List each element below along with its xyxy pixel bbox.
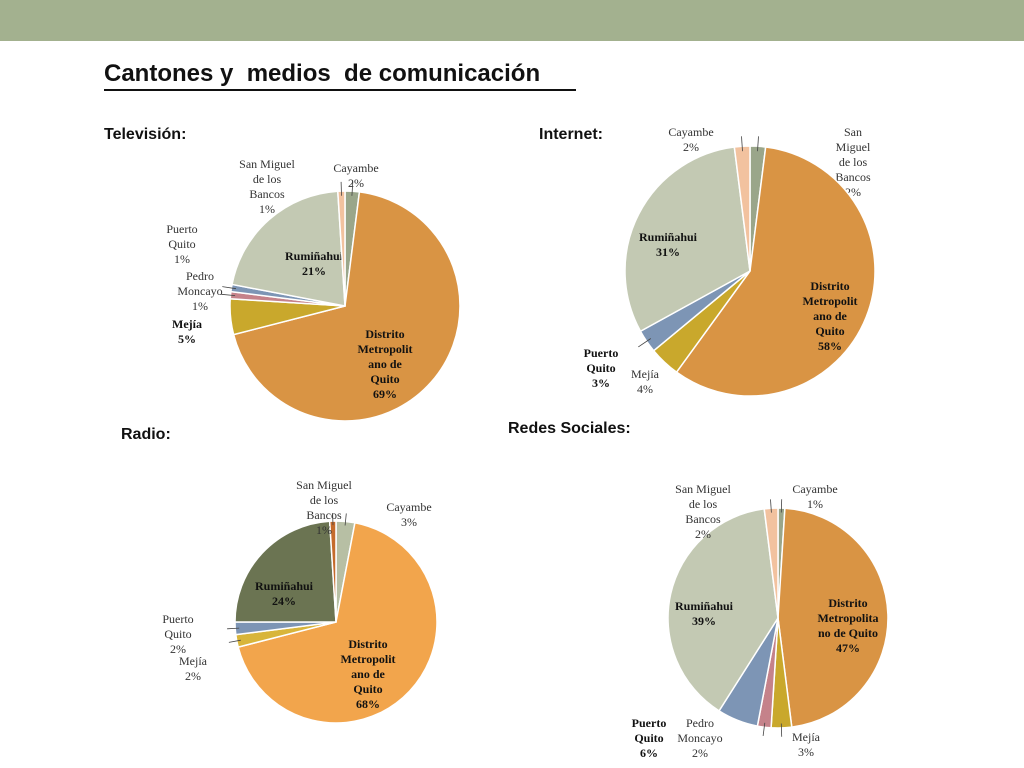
chart-title-redes-sociales: Redes Sociales:	[508, 420, 631, 437]
pie-chart-radio: Cayambe 3% Distrito Metropolit ano de Quito 68…	[162, 478, 438, 724]
slice-label-mejía: Mejía 4%	[631, 367, 660, 396]
pie-slice-distrito-metropolita-no-de-quito	[777, 507, 889, 728]
leader-line-puerto-quito	[638, 338, 652, 348]
slice-label-pedro-moncayo: Pedro Moncayo 2%	[677, 716, 722, 760]
slice-label-cayambe: Cayambe 3%	[386, 500, 431, 529]
leader-line-pedro-moncayo	[221, 293, 236, 296]
slice-label-distrito-metropolita-no-de-quito: Distrito Metropolita no de Quito 47%	[817, 596, 878, 655]
slice-label-pedro-moncayo: Pedro Moncayo 1%	[177, 269, 222, 313]
pie-slice-distrito-metropolit-ano-de-quito	[237, 521, 438, 724]
leader-line-puerto-quito	[227, 627, 240, 630]
pie-slice-rumiñahui	[667, 508, 779, 712]
pie-slice-rumiñahui	[234, 520, 337, 623]
slice-label-cayambe: Cayambe 1%	[792, 482, 837, 511]
pie-chart-redes-sociales: Cayambe 1% Distrito Metropolita no de Quito 4…	[632, 482, 889, 760]
slice-label-rumiñahui: Rumiñahui 21%	[285, 249, 344, 278]
slice-label-rumiñahui: Rumiñahui 31%	[639, 230, 698, 259]
leader-line-puerto-quito	[222, 286, 237, 290]
slice-label-puerto-quito: Puerto Quito 1%	[166, 222, 197, 266]
slice-label-rumiñahui: Rumiñahui 24%	[255, 579, 314, 608]
top-accent-bar	[0, 0, 1024, 41]
chart-title-television: Televisión:	[104, 126, 187, 143]
slice-label-cayambe: Cayambe 2%	[668, 125, 713, 154]
chart-title-radio: Radio:	[121, 426, 171, 443]
pie-slice-distrito-metropolit-ano-de-quito	[232, 191, 461, 422]
slice-label-distrito-metropolit-ano-de-quito: Distrito Metropolit ano de Quito 68%	[340, 637, 395, 711]
slice-label-cayambe: Cayambe 2%	[333, 161, 378, 190]
title-underline	[104, 89, 576, 91]
slice-label-distrito-metropolit-ano-de-quito: Distrito Metropolit ano de Quito 58%	[802, 279, 857, 353]
pie-slice-rumiñahui	[231, 190, 346, 307]
slice-label-distrito-metropolit-ano-de-quito: Distrito Metropolit ano de Quito 69%	[357, 327, 412, 401]
slice-label-puerto-quito: Puerto Quito 3%	[584, 346, 619, 390]
leader-line-cayambe	[741, 136, 743, 152]
slide-title: Cantones y medios de comunicación	[104, 60, 547, 87]
leader-line-san-miguel-de-los-bancos	[770, 499, 772, 513]
slice-label-rumiñahui: Rumiñahui 39%	[675, 599, 734, 628]
pie-slice-distrito-metropolit-ano-de-quito	[675, 146, 876, 397]
leader-line-mejía	[228, 639, 241, 643]
slice-label-mejía: Mejía 5%	[172, 317, 202, 346]
leader-line-san-miguel-de-los-bancos	[757, 136, 759, 152]
slice-label-puerto-quito: Puerto Quito 2%	[162, 612, 193, 656]
slice-label-puerto-quito: Puerto Quito 6%	[632, 716, 667, 760]
slice-label-mejía: Mejía 2%	[179, 654, 208, 683]
slice-label-san-miguel-de-los-bancos: San Miguel de los Bancos 1%	[239, 157, 295, 216]
pie-slice-rumiñahui	[624, 146, 751, 333]
slice-label-mejía: Mejía 3%	[792, 730, 821, 759]
slice-label-san-miguel-de-los-bancos: San Miguel de los Bancos 2%	[675, 482, 731, 541]
chart-title-internet: Internet:	[539, 126, 603, 143]
leader-line-cayambe	[344, 513, 347, 526]
pie-chart-television: Cayambe 2% Distrito Metropolit ano de Quito 69…	[166, 157, 461, 422]
pie-chart-internet: San Miguel de los Bancos 2% Distrito Metropoli…	[584, 125, 876, 397]
slice-label-san-miguel-de-los-bancos: San Miguel de los Bancos 2%	[835, 125, 871, 199]
leader-line-pedro-moncayo	[762, 722, 766, 736]
leader-line-cayambe	[351, 181, 354, 196]
